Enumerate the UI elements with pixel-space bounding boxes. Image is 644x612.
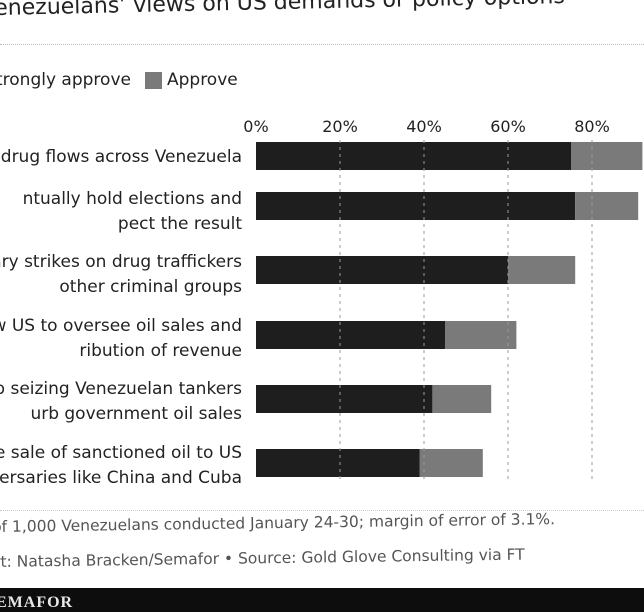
legend: trongly approve Approve [0,70,252,90]
category-label-line: w US to oversee oil sales and [0,316,242,336]
bar-approve [508,256,576,284]
bar-strongly-approve [256,256,508,284]
x-tick-label: 40% [406,117,442,136]
bar-approve [445,321,517,349]
category-label-line: ntually hold elections and [22,189,242,209]
category-label-line: ribution of revenue [79,341,242,361]
x-tick-label: 20% [322,117,358,136]
bar-approve [571,142,643,170]
legend-label-strongly-approve: trongly approve [0,70,131,90]
category-label-line: urb government oil sales [30,404,242,424]
bar-strongly-approve [256,192,576,220]
x-tick-label: 60% [490,117,526,136]
category-label-line: ersaries like China and Cuba [0,468,242,488]
category-label: tary strikes on drug traffickers other c… [0,250,242,300]
category-label: ntually hold elections and pect the resu… [23,187,242,237]
footer-divider [0,510,644,511]
category-label-line: ep seizing Venezuelan tankers [0,379,242,399]
legend-approve: Approve [144,70,238,90]
category-label: w US to oversee oil sales and ribution o… [0,314,242,364]
legend-strongly-approve: trongly approve [0,70,131,90]
category-label-line: tary strikes on drug traffickers [0,252,242,272]
legend-swatch-approve [144,71,162,89]
bar-approve [575,192,639,220]
category-label: o drug flows across Venezuela [0,145,242,170]
category-label: ep seizing Venezuelan tankers urb govern… [0,377,242,427]
category-label-line: o drug flows across Venezuela [0,147,242,167]
bar-strongly-approve [256,385,433,413]
bar-strongly-approve [256,321,445,349]
brand-logo: EMAFOR [0,594,74,611]
category-label: ase sale of sanctioned oil to US ersarie… [0,441,242,491]
bar-approve [419,449,483,477]
category-label-line: ase sale of sanctioned oil to US [0,443,242,463]
bar-strongly-approve [256,142,571,170]
bar-strongly-approve [256,449,420,477]
title-divider [0,44,644,45]
x-tick-label: 80% [574,117,610,136]
legend-label-approve: Approve [166,70,238,90]
category-label-line: pect the result [117,214,242,234]
bar-approve [432,385,492,413]
category-label-line: other criminal groups [59,277,242,297]
x-tick-label: 0% [243,117,268,136]
footer-bar: EMAFOR [0,588,644,612]
